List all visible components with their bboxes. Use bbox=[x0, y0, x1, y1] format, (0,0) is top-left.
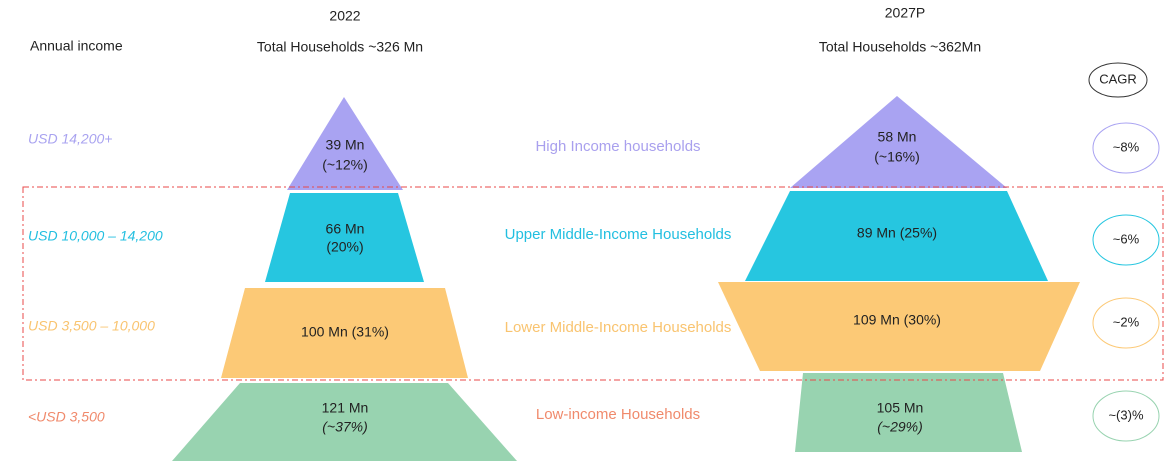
value: 105 Mn bbox=[877, 400, 924, 416]
value: (~29%) bbox=[877, 419, 923, 435]
total: Total Households ~362Mn bbox=[819, 39, 981, 55]
value: (~16%) bbox=[874, 149, 920, 165]
income-label: USD 10,000 – 14,200 bbox=[28, 228, 163, 244]
value: 89 Mn (25%) bbox=[857, 225, 937, 241]
value: 109 Mn (30%) bbox=[853, 312, 941, 328]
value: 121 Mn bbox=[322, 400, 369, 416]
value: 58 Mn bbox=[878, 129, 917, 145]
pyramid-segment bbox=[221, 288, 468, 378]
value: 66 Mn bbox=[326, 221, 365, 237]
segment-label: Upper Middle-Income Households bbox=[505, 226, 732, 243]
income-label: <USD 3,500 bbox=[28, 409, 105, 425]
pyramid-segment bbox=[790, 96, 1007, 188]
segment-label: Low-income Households bbox=[536, 406, 700, 423]
pyramid-segment bbox=[172, 383, 517, 461]
highlight-box bbox=[22, 186, 1164, 381]
total: Total Households ~326 Mn bbox=[257, 39, 423, 55]
cagr-value: ~8% bbox=[1113, 139, 1140, 154]
cagr-circle bbox=[1092, 390, 1160, 442]
value: 39 Mn bbox=[326, 137, 365, 153]
cagr-circle bbox=[1092, 297, 1160, 349]
year: 2027P bbox=[885, 5, 925, 21]
cagr-label: CAGR bbox=[1099, 71, 1137, 86]
income-label: USD 3,500 – 10,000 bbox=[28, 318, 155, 334]
value: (20%) bbox=[326, 239, 363, 255]
cagr-value: ~(3)% bbox=[1108, 407, 1143, 422]
cagr-circle bbox=[1092, 214, 1160, 266]
cagr-value: ~2% bbox=[1113, 314, 1140, 329]
year: 2022 bbox=[329, 8, 360, 24]
value: (~12%) bbox=[322, 157, 368, 173]
value: (~37%) bbox=[322, 419, 368, 435]
pyramid-segment bbox=[265, 193, 424, 282]
segment-label: Lower Middle-Income Households bbox=[505, 319, 732, 336]
pyramid-segment bbox=[795, 373, 1022, 452]
segment-label: High Income households bbox=[535, 138, 700, 155]
cagr-circle bbox=[1092, 122, 1160, 174]
income-label: USD 14,200+ bbox=[28, 131, 112, 147]
pyramid-segment bbox=[718, 282, 1080, 371]
pyramid-segment bbox=[745, 191, 1048, 281]
annual-income-label: Annual income bbox=[30, 38, 123, 54]
cagr-value: ~6% bbox=[1113, 231, 1140, 246]
pyramid-segment bbox=[287, 97, 403, 190]
value: 100 Mn (31%) bbox=[301, 324, 389, 340]
cagr-circle bbox=[1088, 62, 1148, 98]
